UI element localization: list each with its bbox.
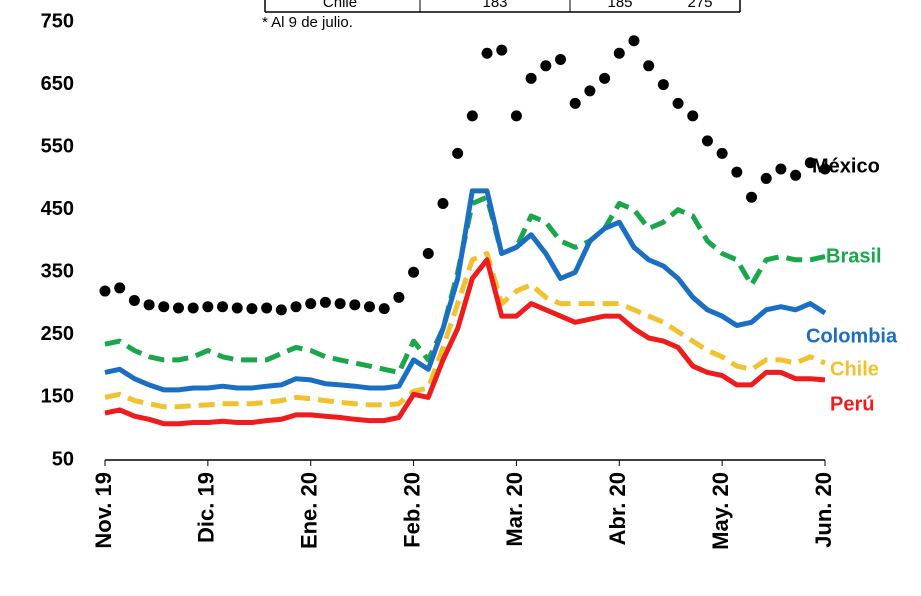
data-point bbox=[452, 147, 464, 159]
data-point bbox=[187, 302, 199, 314]
data-point bbox=[290, 301, 302, 313]
data-point bbox=[305, 298, 317, 310]
data-point bbox=[525, 72, 537, 84]
data-point bbox=[246, 303, 258, 315]
table-cell: 185 bbox=[607, 0, 632, 11]
data-point bbox=[231, 302, 243, 314]
y-tick-label: 550 bbox=[41, 135, 74, 157]
data-point bbox=[746, 191, 758, 203]
data-point bbox=[510, 110, 522, 122]
series-label: Brasil bbox=[826, 245, 882, 267]
data-point bbox=[540, 60, 552, 72]
data-point bbox=[643, 60, 655, 72]
series-label: México bbox=[812, 155, 880, 177]
data-point bbox=[334, 298, 346, 310]
data-point bbox=[437, 197, 449, 209]
x-tick-label: Feb. 20 bbox=[399, 472, 424, 548]
data-point bbox=[804, 157, 816, 169]
data-point bbox=[172, 302, 184, 314]
data-point bbox=[701, 135, 713, 147]
data-point bbox=[217, 301, 229, 313]
series-line bbox=[104, 251, 826, 410]
data-point bbox=[657, 79, 669, 91]
data-point bbox=[790, 169, 802, 181]
x-tick-label: Ene. 20 bbox=[297, 472, 322, 549]
data-point bbox=[584, 85, 596, 97]
data-point bbox=[496, 44, 508, 56]
data-point bbox=[128, 294, 140, 306]
data-point bbox=[261, 302, 273, 314]
x-tick-label: Mar. 20 bbox=[502, 472, 527, 547]
data-point bbox=[569, 97, 581, 109]
x-tick-label: Nov. 19 bbox=[91, 472, 116, 549]
x-tick-label: Abr. 20 bbox=[605, 472, 630, 545]
y-tick-label: 450 bbox=[41, 198, 74, 220]
table-cell: Chile bbox=[323, 0, 357, 11]
note: * Al 9 de julio. bbox=[262, 14, 353, 31]
y-tick-label: 650 bbox=[41, 73, 74, 95]
series-line bbox=[104, 188, 827, 393]
series-line bbox=[104, 257, 826, 427]
table-cell: 275 bbox=[687, 0, 712, 11]
x-tick-label: May. 20 bbox=[708, 472, 733, 550]
y-tick-label: 250 bbox=[41, 323, 74, 345]
data-point bbox=[422, 248, 434, 260]
data-point bbox=[158, 301, 170, 313]
data-point bbox=[114, 282, 126, 294]
data-point bbox=[202, 301, 214, 313]
data-point bbox=[819, 163, 831, 175]
data-point bbox=[672, 97, 684, 109]
data-point bbox=[760, 172, 772, 184]
data-point bbox=[393, 291, 405, 303]
data-point bbox=[775, 163, 787, 175]
data-point bbox=[143, 299, 155, 311]
y-tick-label: 50 bbox=[52, 448, 74, 470]
series-label: Chile bbox=[830, 358, 879, 380]
data-point bbox=[716, 147, 728, 159]
data-point bbox=[687, 110, 699, 122]
data-point bbox=[378, 303, 390, 315]
x-tick-label: Jun. 20 bbox=[811, 472, 836, 548]
y-tick-label: 750 bbox=[41, 10, 74, 32]
table-cell: 183 bbox=[482, 0, 507, 11]
data-point bbox=[466, 110, 478, 122]
data-point bbox=[363, 301, 375, 313]
data-point bbox=[319, 296, 331, 308]
data-point bbox=[349, 299, 361, 311]
data-point bbox=[275, 304, 287, 316]
y-tick-label: 150 bbox=[41, 386, 74, 408]
data-point bbox=[408, 266, 420, 278]
y-tick-label: 350 bbox=[41, 261, 74, 283]
data-point bbox=[555, 54, 567, 66]
data-point bbox=[481, 47, 493, 59]
data-point bbox=[628, 35, 640, 47]
data-point bbox=[599, 72, 611, 84]
data-point bbox=[731, 166, 743, 178]
series-label: Perú bbox=[830, 393, 874, 415]
series-label: Colombia bbox=[806, 325, 898, 347]
x-tick-label: Dic. 19 bbox=[194, 472, 219, 543]
data-point bbox=[99, 285, 111, 297]
data-point bbox=[613, 47, 625, 59]
